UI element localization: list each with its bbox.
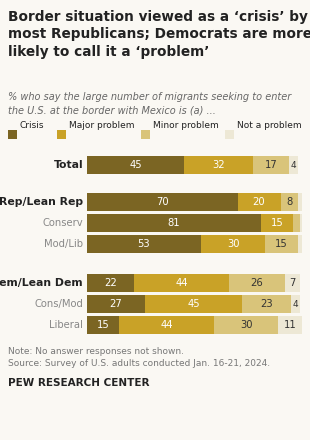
Text: Major problem: Major problem <box>69 121 135 130</box>
Text: Total: Total <box>53 160 83 170</box>
Text: 8: 8 <box>286 197 292 207</box>
Text: 27: 27 <box>110 299 122 309</box>
Text: PEW RESEARCH CENTER: PEW RESEARCH CENTER <box>8 378 149 388</box>
Bar <box>278 316 302 334</box>
Bar <box>134 274 229 292</box>
Text: Note: No answer responses not shown.: Note: No answer responses not shown. <box>8 347 184 356</box>
Bar <box>87 193 237 211</box>
Text: 15: 15 <box>271 218 284 228</box>
Text: Crisis: Crisis <box>20 121 45 130</box>
Text: Border situation viewed as a ‘crisis’ by
most Republicans; Democrats are more
li: Border situation viewed as a ‘crisis’ by… <box>8 10 310 59</box>
Text: 4: 4 <box>290 161 296 169</box>
Text: 15: 15 <box>275 239 288 249</box>
Bar <box>298 235 302 253</box>
Text: Rep/Lean Rep: Rep/Lean Rep <box>0 197 83 207</box>
Bar <box>87 316 119 334</box>
Text: 11: 11 <box>284 320 297 330</box>
Bar <box>87 156 184 174</box>
Text: 15: 15 <box>97 320 109 330</box>
Bar <box>87 235 201 253</box>
Text: 53: 53 <box>138 239 150 249</box>
Text: 20: 20 <box>253 197 265 207</box>
Bar <box>237 193 281 211</box>
Bar <box>300 214 302 232</box>
Bar <box>265 235 298 253</box>
Text: 30: 30 <box>240 320 252 330</box>
Bar <box>253 156 289 174</box>
Bar <box>201 235 265 253</box>
Bar <box>291 295 300 313</box>
Bar <box>261 214 293 232</box>
Text: 70: 70 <box>156 197 169 207</box>
Text: Conserv: Conserv <box>42 218 83 228</box>
Text: 44: 44 <box>175 278 188 288</box>
Text: Cons/Mod: Cons/Mod <box>34 299 83 309</box>
Text: 17: 17 <box>264 160 277 170</box>
Bar <box>87 274 134 292</box>
Bar <box>87 295 145 313</box>
Text: 22: 22 <box>104 278 117 288</box>
Text: 32: 32 <box>212 160 224 170</box>
Text: Not a problem: Not a problem <box>237 121 302 130</box>
Text: 7: 7 <box>289 278 295 288</box>
Text: 26: 26 <box>250 278 263 288</box>
Text: Source: Survey of U.S. adults conducted Jan. 16-21, 2024.: Source: Survey of U.S. adults conducted … <box>8 359 270 368</box>
Text: 45: 45 <box>187 299 200 309</box>
Text: Liberal: Liberal <box>49 320 83 330</box>
Bar <box>285 274 300 292</box>
Bar <box>184 156 253 174</box>
Bar <box>242 295 291 313</box>
Bar <box>293 214 300 232</box>
Bar <box>87 214 261 232</box>
Text: 4: 4 <box>293 300 298 308</box>
Text: Minor problem: Minor problem <box>153 121 219 130</box>
Bar <box>298 193 302 211</box>
Text: 30: 30 <box>227 239 239 249</box>
Text: 44: 44 <box>160 320 173 330</box>
Bar <box>281 193 298 211</box>
Text: 81: 81 <box>168 218 180 228</box>
Bar <box>289 156 298 174</box>
Text: 45: 45 <box>129 160 142 170</box>
Bar <box>229 274 285 292</box>
Text: Dem/Lean Dem: Dem/Lean Dem <box>0 278 83 288</box>
Text: Mod/Lib: Mod/Lib <box>44 239 83 249</box>
Bar <box>214 316 278 334</box>
Bar <box>145 295 242 313</box>
Text: 23: 23 <box>260 299 273 309</box>
Text: % who say the large number of migrants seeking to enter
the U.S. at the border w: % who say the large number of migrants s… <box>8 92 291 115</box>
Bar <box>119 316 214 334</box>
